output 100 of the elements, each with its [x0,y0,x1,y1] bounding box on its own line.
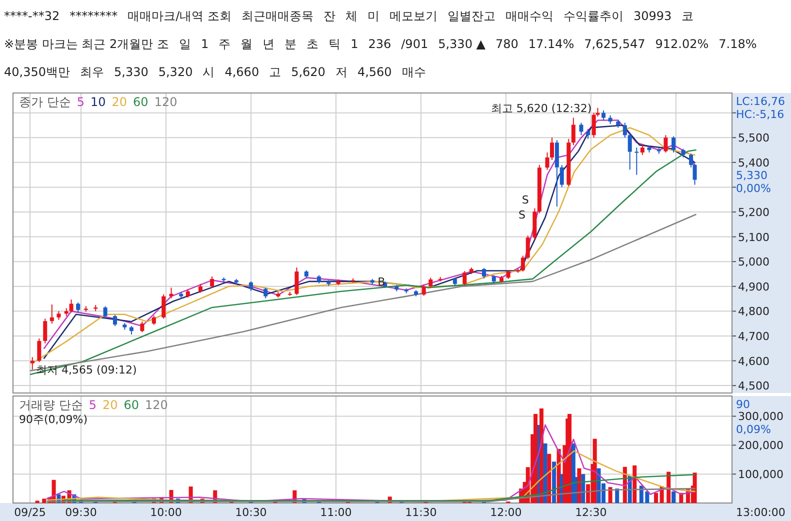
text: 최근매매종목 [241,9,314,23]
candlestick [210,276,214,288]
x-tick-label: 10:30 [235,506,267,519]
text: 90주(0,09%) [19,413,88,426]
text: 10 [90,95,106,109]
text: 일별잔고 [447,9,496,23]
candlestick [560,164,564,188]
bar [632,465,637,503]
candlestick [140,321,144,333]
legend-title: 거래량 단순 [19,398,83,412]
text: 5,330 [114,65,148,79]
text: 236 [368,37,392,51]
text: 초 [306,37,319,51]
candlestick [162,294,166,320]
text: 40,350백만 [4,65,70,79]
text: ****-**32 [4,9,60,23]
text: 미 [367,9,380,23]
candlestick [672,136,676,154]
candlestick [103,306,108,320]
text: 1 [350,37,358,51]
x-tick-label: 12:30 [575,506,607,519]
candlestick [571,117,576,146]
x-axis-title: 13:00:00 [736,506,786,519]
candlestick [69,299,74,313]
candlestick [248,280,253,292]
candlestick [586,128,590,140]
text: 4,560 [357,65,392,79]
text: 5,330 [736,169,768,182]
candlestick [169,287,174,299]
y-tick-label: 4,800 [738,305,770,318]
bar [581,474,586,503]
text: 20 [102,398,118,412]
y-tick-label: 5,500 [738,132,770,145]
x-tick-label: 09:30 [65,506,97,519]
candlestick [592,112,596,138]
candlestick [112,314,117,327]
text: 5 [88,398,96,412]
candlestick [664,134,668,154]
bar [543,443,548,503]
text: 저 [335,65,348,79]
text: 시 [202,65,215,79]
text: 1 [200,37,209,51]
text: 매수 [402,65,426,79]
y-tick-label: 5,000 [738,256,770,269]
y-tick-label: 300,000 [738,410,784,424]
x-tick-label: 11:00 [320,506,352,519]
text: 5,620 [291,65,326,79]
text: 120 [154,95,178,109]
y-tick-label: 4,500 [738,380,770,393]
bar [608,487,612,503]
annotation: S [522,194,529,207]
y-tick-label: 4,700 [738,330,770,343]
y-tick-label: 5,100 [738,230,770,244]
annotation: S [518,208,526,222]
candlestick [50,304,54,324]
text: /901 [401,37,428,51]
text: 0,09% [736,423,771,436]
candlestick [526,235,530,260]
candlestick [520,255,525,272]
candlestick [622,122,627,138]
text: 20 [112,95,128,109]
candlestick [428,277,433,288]
candlestick [628,132,632,170]
legend-title: 종가 단순 [19,95,71,109]
candlestick [634,147,639,176]
text: 메모보기 [389,9,438,23]
text: 5 [76,95,84,109]
candlestick [294,267,299,296]
y-tick-label: 4,900 [738,280,770,294]
bar [547,454,552,503]
candlestick [482,268,486,279]
text: 4,660 [224,65,260,79]
candlestick [37,338,42,363]
bar [692,472,697,503]
text: 60 [133,95,148,109]
text: 60 [124,398,140,412]
text: 분 [284,37,297,51]
text: 0,00% [736,182,771,195]
candlestick [264,287,268,299]
y-tick-label: 5,200 [738,206,770,220]
candlestick [76,302,80,313]
candlestick [579,122,584,136]
text: 잔 [323,9,336,23]
y-tick-label: 5,400 [738,156,770,170]
text: 120 [145,398,168,412]
text: LC:16,76 [736,95,786,108]
candlestick [602,110,606,121]
candlestick [422,284,426,296]
text: 틱 [328,37,341,51]
text: 주 [218,37,231,51]
text: 월 [240,37,253,51]
bar [672,491,676,503]
text: 5,320 [158,65,193,79]
text: 체 [345,9,358,23]
annotation: 최고 5,620 (12:32) [490,102,592,115]
text: 년 [262,37,275,51]
x-tick-label: 09/25 [14,506,46,519]
text: 일 [178,37,191,51]
candlestick [462,270,467,286]
text: 7.18% [718,37,757,51]
